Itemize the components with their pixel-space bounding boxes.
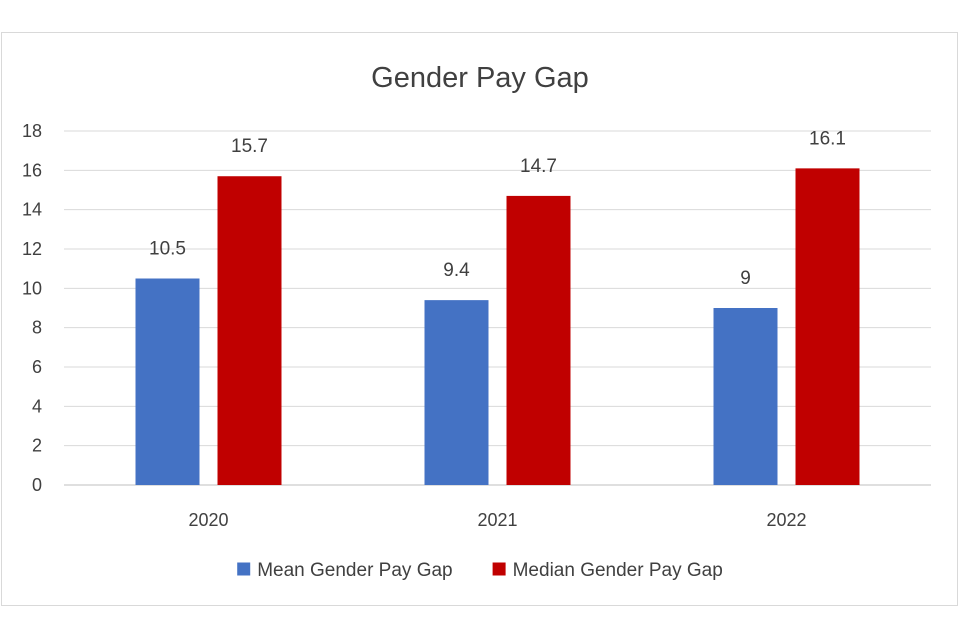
x-tick-label: 2021	[477, 510, 517, 530]
data-label: 9.4	[443, 260, 470, 281]
bars	[135, 168, 860, 485]
bar-median-2020	[217, 176, 282, 485]
chart-title: Gender Pay Gap	[371, 62, 589, 94]
y-tick-label: 12	[22, 239, 42, 259]
bar-mean-2020	[135, 278, 200, 485]
y-tick-label: 6	[32, 357, 42, 377]
bar-mean-2021	[424, 300, 489, 485]
bar-median-2021	[506, 195, 571, 485]
legend-item-median: Median Gender Pay Gap	[492, 560, 723, 581]
y-tick-label: 16	[22, 160, 42, 180]
gridlines	[64, 130, 931, 486]
y-tick-label: 2	[32, 436, 42, 456]
legend-swatch	[492, 562, 506, 576]
data-label: 15.7	[231, 136, 268, 157]
y-tick-label: 18	[22, 121, 42, 141]
y-tick-label: 0	[32, 475, 42, 495]
x-tick-label: 2022	[766, 510, 806, 530]
data-label: 14.7	[520, 156, 557, 177]
data-labels: 10.5 15.7 9.4 14.7 9 16.1	[149, 128, 846, 289]
bar-mean-2022	[713, 308, 778, 485]
data-label: 10.5	[149, 239, 186, 260]
y-tick-label: 10	[22, 278, 42, 298]
data-label: 16.1	[809, 128, 846, 149]
x-axis-ticks: 2020 2021 2022	[188, 510, 806, 530]
data-label: 9	[740, 268, 751, 289]
x-tick-label: 2020	[188, 510, 228, 530]
y-tick-label: 4	[32, 396, 42, 416]
bar-median-2022	[795, 168, 860, 485]
y-axis-ticks: 0 2 4 6 8 10 12 14 16 18	[22, 121, 42, 495]
legend-label: Median Gender Pay Gap	[513, 560, 723, 581]
legend-label: Mean Gender Pay Gap	[257, 560, 452, 581]
legend-item-mean: Mean Gender Pay Gap	[237, 560, 453, 581]
legend-swatch	[237, 562, 251, 576]
y-tick-label: 14	[22, 200, 42, 220]
legend: Mean Gender Pay Gap Median Gender Pay Gap	[237, 560, 723, 581]
y-tick-label: 8	[32, 318, 42, 338]
